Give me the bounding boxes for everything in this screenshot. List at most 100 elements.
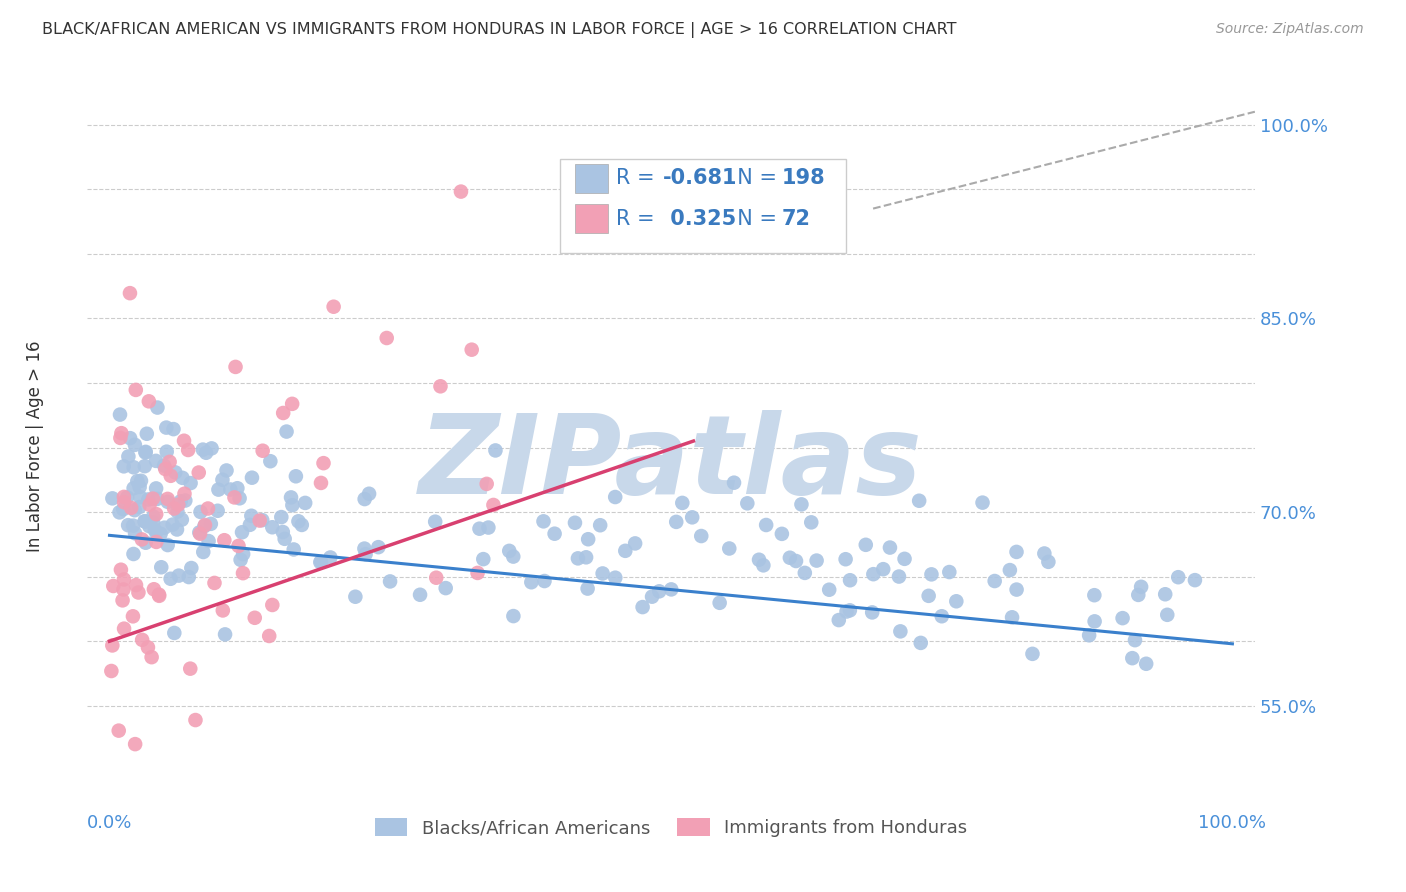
Point: [983, 574, 1005, 588]
Point: [112, 502, 135, 516]
Text: BLACK/AFRICAN AMERICAN VS IMMIGRANTS FROM HONDURAS IN LABOR FORCE | AGE > 16 COR: BLACK/AFRICAN AMERICAN VS IMMIGRANTS FRO…: [42, 22, 956, 38]
Point: [134, 515, 156, 529]
Point: [112, 582, 135, 597]
Point: [156, 538, 179, 552]
Point: [122, 547, 145, 561]
Point: [319, 550, 342, 565]
Point: [755, 518, 778, 533]
Point: [262, 598, 284, 612]
Point: [180, 561, 202, 575]
Point: [800, 516, 823, 530]
Point: [138, 498, 160, 512]
Point: [145, 525, 167, 540]
Point: [835, 605, 858, 619]
Point: [375, 331, 398, 345]
Point: [228, 491, 250, 506]
Point: [718, 541, 741, 556]
Point: [855, 538, 877, 552]
Point: [354, 547, 377, 561]
Point: [122, 609, 145, 624]
Point: [353, 491, 375, 506]
Point: [281, 498, 304, 512]
Point: [103, 579, 125, 593]
Point: [631, 600, 654, 615]
Point: [770, 526, 793, 541]
Point: [690, 529, 713, 543]
Point: [460, 343, 482, 357]
Point: [467, 566, 489, 580]
Point: [122, 481, 145, 495]
Point: [790, 497, 813, 511]
Point: [312, 456, 335, 470]
Point: [177, 570, 200, 584]
Point: [294, 496, 316, 510]
Point: [136, 640, 159, 655]
Point: [520, 575, 543, 590]
Point: [124, 503, 146, 517]
Point: [533, 514, 555, 528]
Point: [153, 458, 176, 473]
Point: [177, 442, 200, 457]
Point: [434, 581, 457, 595]
Point: [271, 406, 294, 420]
Point: [752, 558, 775, 573]
Point: [100, 664, 122, 678]
Point: [141, 650, 163, 665]
Point: [239, 517, 262, 532]
Point: [197, 534, 219, 549]
Point: [938, 565, 960, 579]
Point: [214, 533, 236, 548]
Point: [624, 536, 647, 550]
Point: [257, 629, 280, 643]
Point: [155, 420, 177, 434]
Point: [190, 505, 212, 519]
Point: [193, 519, 215, 533]
Point: [172, 471, 194, 485]
Point: [575, 550, 598, 565]
Point: [908, 493, 931, 508]
Point: [1156, 607, 1178, 622]
Point: [159, 572, 181, 586]
Point: [232, 547, 254, 561]
Point: [249, 514, 271, 528]
Point: [567, 551, 589, 566]
Point: [1167, 570, 1189, 584]
Point: [163, 626, 186, 640]
Point: [1121, 651, 1143, 665]
Point: [818, 582, 841, 597]
Point: [893, 552, 915, 566]
Point: [122, 460, 145, 475]
Point: [709, 596, 731, 610]
Point: [124, 438, 146, 452]
Point: [112, 573, 135, 587]
Point: [143, 523, 166, 537]
Point: [839, 573, 862, 587]
Point: [134, 459, 156, 474]
Point: [367, 540, 389, 554]
Point: [225, 359, 247, 374]
Point: [472, 552, 495, 566]
Text: 72: 72: [782, 209, 811, 228]
Point: [1083, 588, 1105, 602]
Point: [173, 487, 195, 501]
Text: -0.681: -0.681: [662, 169, 737, 188]
Point: [240, 471, 263, 485]
Point: [134, 445, 156, 459]
Point: [482, 498, 505, 512]
Point: [138, 519, 160, 533]
Point: [195, 446, 218, 460]
Point: [648, 584, 671, 599]
Point: [131, 533, 153, 547]
Point: [170, 494, 193, 508]
Point: [641, 590, 664, 604]
Point: [112, 490, 135, 504]
Point: [779, 550, 801, 565]
Point: [173, 434, 195, 448]
Point: [945, 594, 967, 608]
Point: [793, 566, 815, 580]
Point: [191, 442, 214, 457]
Point: [468, 522, 491, 536]
Point: [187, 466, 209, 480]
FancyBboxPatch shape: [560, 159, 846, 253]
Point: [681, 510, 703, 524]
